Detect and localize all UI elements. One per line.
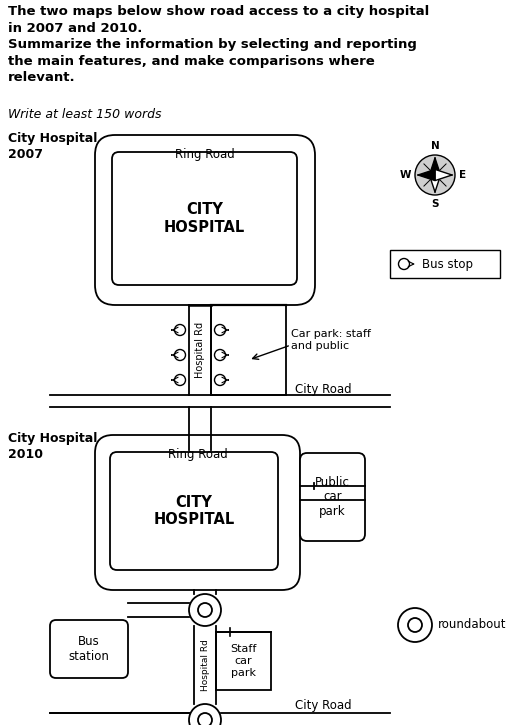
Polygon shape (435, 170, 452, 181)
Circle shape (175, 349, 186, 360)
Polygon shape (418, 170, 435, 181)
Text: S: S (431, 199, 439, 209)
Bar (211, 305, 286, 395)
Text: Ring Road: Ring Road (168, 448, 227, 461)
Text: N: N (431, 141, 440, 151)
Polygon shape (430, 158, 441, 175)
Text: CITY
HOSPITAL: CITY HOSPITAL (164, 202, 245, 235)
Circle shape (214, 325, 225, 336)
Circle shape (398, 608, 432, 642)
Circle shape (214, 349, 225, 360)
FancyBboxPatch shape (95, 135, 315, 305)
Text: Bus stop: Bus stop (422, 257, 473, 270)
Text: City Road: City Road (295, 699, 352, 712)
Circle shape (214, 375, 225, 386)
Circle shape (198, 713, 212, 725)
Text: Write at least 150 words: Write at least 150 words (8, 108, 161, 121)
Text: City Hospital
2010: City Hospital 2010 (8, 432, 97, 461)
Circle shape (415, 155, 455, 195)
Text: City Road: City Road (295, 383, 352, 396)
Text: roundabout: roundabout (438, 618, 506, 631)
Text: Hospital Rd: Hospital Rd (200, 639, 209, 691)
Text: Public
car
park: Public car park (315, 476, 350, 518)
Polygon shape (430, 175, 441, 192)
Circle shape (198, 603, 212, 617)
FancyBboxPatch shape (112, 152, 297, 285)
Text: City Hospital
2007: City Hospital 2007 (8, 132, 97, 161)
Bar (216, 632, 271, 690)
FancyBboxPatch shape (95, 435, 300, 590)
Circle shape (408, 618, 422, 632)
FancyBboxPatch shape (110, 452, 278, 570)
FancyBboxPatch shape (300, 453, 365, 541)
Circle shape (398, 259, 409, 270)
Text: Bus
station: Bus station (69, 635, 110, 663)
Circle shape (175, 375, 186, 386)
Text: W: W (399, 170, 411, 180)
Text: CITY
HOSPITAL: CITY HOSPITAL (153, 494, 235, 527)
Text: Hospital Rd: Hospital Rd (195, 322, 205, 378)
Text: The two maps below show road access to a city hospital
in 2007 and 2010.
Summari: The two maps below show road access to a… (8, 5, 429, 84)
Text: Ring Road: Ring Road (175, 148, 235, 161)
Text: Car park: staff
and public: Car park: staff and public (291, 329, 371, 351)
Circle shape (175, 325, 186, 336)
Circle shape (189, 594, 221, 626)
Text: E: E (459, 170, 466, 180)
FancyBboxPatch shape (50, 620, 128, 678)
Circle shape (189, 704, 221, 725)
Text: Staff
car
park: Staff car park (230, 645, 257, 678)
Bar (390, 250, 500, 278)
